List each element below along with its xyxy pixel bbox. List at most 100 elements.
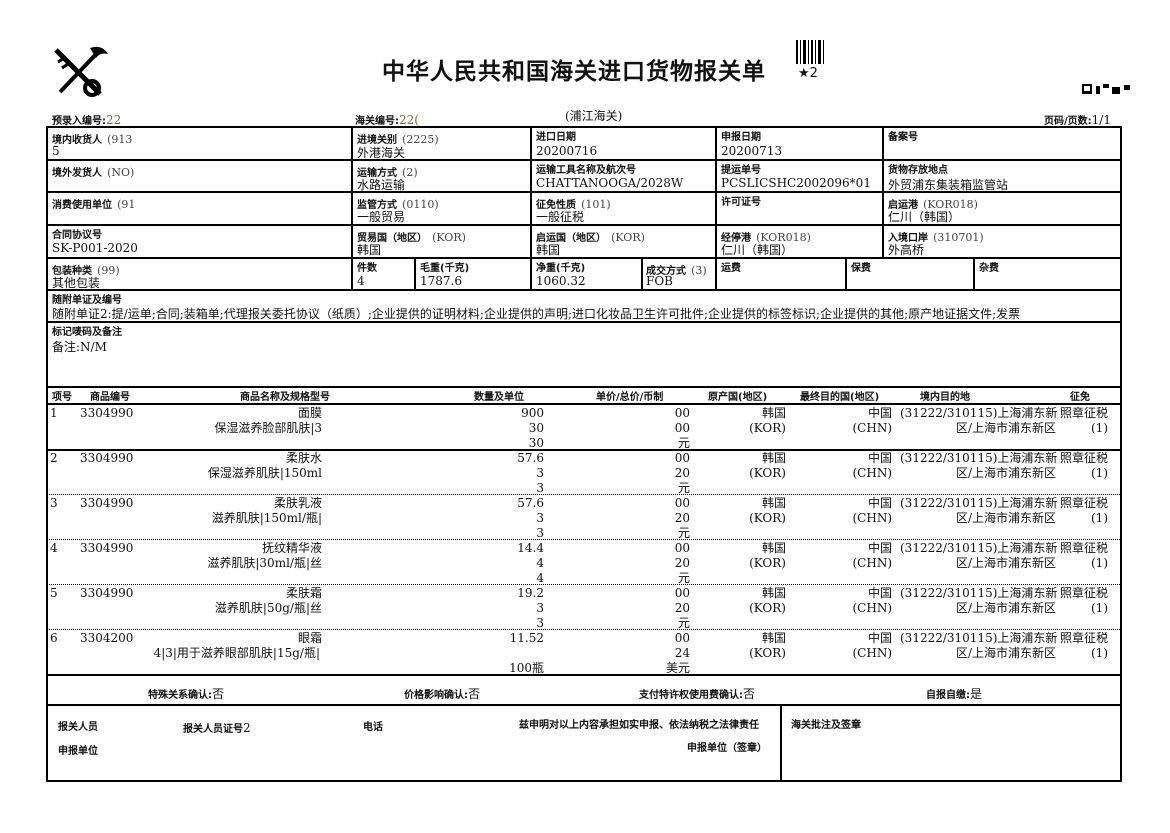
item-district: (31222/310115)上海浦东新 [900, 541, 1058, 555]
item-no: 6 [50, 631, 58, 645]
item-price: 00 [674, 451, 690, 465]
item-price: 20 [674, 466, 690, 480]
page-number: 页码/页数:1/1 [1044, 113, 1111, 127]
barcode-icon [796, 40, 824, 64]
item-destination: (CHN) [852, 556, 892, 570]
item-name: 抚纹精华液 [261, 541, 322, 555]
marks-label: 标记唛码及备注 [52, 327, 122, 338]
item-levy: (1) [1091, 601, 1108, 615]
item-district: (31222/310115)上海浦东新 [900, 451, 1058, 465]
item-quantity: 14.4 [517, 541, 544, 555]
misc-fee-label: 杂费 [979, 263, 999, 274]
item-code: 3304990 [80, 541, 134, 555]
column-header: 数量及单位 [474, 392, 524, 403]
documents-value: 随附单证2:提/运单;合同;装箱单;代理报关委托协议（纸质）;企业提供的证明材料… [52, 307, 1021, 321]
phone-label: 电话 [363, 722, 383, 733]
contract-label: 合同协议号 [52, 230, 102, 241]
item-origin: 韩国 [761, 541, 786, 555]
item-quantity: 57.6 [517, 496, 544, 510]
declare-date-label: 申报日期 [721, 132, 761, 143]
item-quantity: 30 [528, 436, 544, 450]
package-type-value: 其他包装 [52, 276, 101, 290]
item-name: 保湿滋养脸部肌肤|3 [214, 421, 322, 435]
customs-approval-label: 海关批注及签章 [791, 720, 861, 731]
gross-weight-value: 1787.6 [420, 274, 462, 288]
item-destination: 中国 [867, 496, 892, 510]
customs-number: 海关编号:22( [355, 113, 419, 127]
qr-fragment-icon [1082, 84, 1130, 94]
import-date-value: 20200716 [536, 144, 598, 158]
item-code: 3304200 [80, 631, 134, 645]
marks-value: 备注:N/M [52, 340, 107, 354]
special-relation-confirm: 特殊关系确认:否 [148, 687, 225, 701]
item-price: 00 [674, 541, 690, 555]
item-name: 面膜 [297, 406, 322, 420]
record-no-label: 备案号 [888, 132, 918, 143]
item-levy: (1) [1091, 646, 1108, 660]
storage-value: 外贸浦东集装箱监管站 [888, 178, 1009, 192]
item-levy: 照章征税 [1059, 406, 1108, 420]
item-levy: 照章征税 [1059, 496, 1108, 510]
item-quantity: 4 [536, 571, 544, 585]
item-levy: (1) [1091, 511, 1108, 525]
item-origin: (KOR) [749, 466, 786, 480]
item-price: 00 [674, 496, 690, 510]
item-quantity: 900 [521, 406, 544, 420]
item-origin: (KOR) [749, 646, 786, 660]
item-quantity: 3 [536, 481, 544, 495]
declaring-unit-label: 申报单位 [58, 746, 98, 757]
item-price: 20 [674, 601, 690, 615]
item-name: 4|3|用于滋养眼部肌肤|15g/瓶| [153, 646, 320, 660]
item-destination: 中国 [867, 451, 892, 465]
package-type-field: 包装种类 (99) [52, 264, 120, 277]
item-code: 3304990 [80, 586, 134, 600]
item-name: 滋养肌肤|150ml/瓶| [211, 511, 322, 525]
pre-entry-number: 预录入编号:22 [52, 113, 122, 127]
declaring-unit-seal-label: 申报单位（签章） [687, 743, 767, 754]
item-name: 眼霜 [297, 631, 322, 645]
item-name: 保湿滋养肌肤|150ml [207, 466, 322, 480]
item-origin: 韩国 [761, 496, 786, 510]
deal-mode-value: FOB [646, 274, 673, 288]
item-destination: (CHN) [852, 421, 892, 435]
declarer-id: 报关人员证号2 [183, 721, 251, 735]
form-frame [46, 126, 1122, 782]
item-destination: 中国 [867, 541, 892, 555]
column-header: 征免 [1070, 392, 1090, 403]
customs-emblem-icon [54, 46, 108, 97]
document-title: 中华人民共和国海关进口货物报关单 [382, 59, 766, 85]
column-header: 原产国(地区) [708, 392, 768, 403]
bill-no-label: 提运单号 [721, 165, 761, 176]
import-date-label: 进口日期 [536, 132, 576, 143]
item-destination: (CHN) [852, 646, 892, 660]
pieces-label: 件数 [357, 263, 377, 274]
item-quantity: 30 [528, 421, 544, 435]
departure-country-value: 韩国 [536, 243, 561, 257]
item-quantity: 3 [536, 466, 544, 480]
column-header: 商品编号 [90, 392, 130, 403]
item-no: 4 [50, 541, 58, 555]
supervision-value: 一般贸易 [357, 210, 406, 224]
item-destination: 中国 [867, 406, 892, 420]
item-price: 00 [674, 421, 690, 435]
item-code: 3304990 [80, 406, 134, 420]
item-origin: (KOR) [749, 556, 786, 570]
item-quantity: 3 [536, 616, 544, 630]
item-quantity: 3 [536, 526, 544, 540]
gross-weight-label: 毛重(千克) [420, 263, 470, 274]
trade-country-value: 韩国 [357, 243, 382, 257]
item-name: 滋养肌肤|30ml/瓶|丝 [207, 556, 322, 570]
item-district: (31222/310115)上海浦东新 [900, 586, 1058, 600]
item-origin: 韩国 [761, 406, 786, 420]
item-price: 24 [674, 646, 690, 660]
insurance-label: 保费 [851, 263, 871, 274]
consignee-field: 境内收货人 (913 [52, 133, 133, 146]
item-price: 00 [674, 586, 690, 600]
item-district: 区/上海市浦东新区 [955, 421, 1056, 435]
item-quantity: 11.52 [509, 631, 544, 645]
item-code: 3304990 [80, 496, 134, 510]
item-levy: 照章征税 [1059, 586, 1108, 600]
item-quantity: 100瓶 [509, 661, 544, 675]
item-destination: (CHN) [852, 511, 892, 525]
self-pay-confirm: 自报自缴:是 [926, 687, 983, 701]
